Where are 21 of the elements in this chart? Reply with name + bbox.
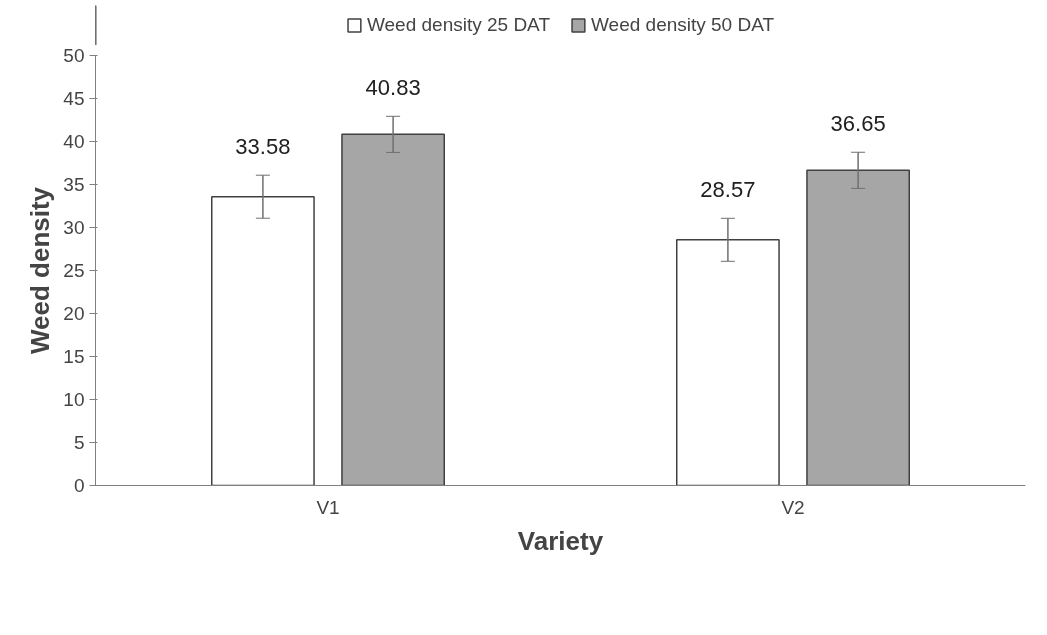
legend-label: Weed density 50 DAT bbox=[591, 14, 775, 36]
y-tick-label: 15 bbox=[63, 346, 85, 367]
x-tick-label: V1 bbox=[316, 496, 340, 518]
legend-label: Weed density 25 DAT bbox=[366, 14, 550, 36]
y-tick-label: 45 bbox=[63, 88, 85, 109]
y-tick-label: 5 bbox=[73, 432, 85, 453]
y-tick-label: 20 bbox=[63, 303, 85, 324]
data-label: 33.58 bbox=[235, 133, 291, 159]
x-axis-title: Variety bbox=[517, 525, 604, 556]
data-label: 36.65 bbox=[830, 110, 886, 136]
y-tick-label: 25 bbox=[63, 260, 85, 281]
y-axis-title: Weed density bbox=[25, 186, 56, 355]
y-tick-label: 35 bbox=[63, 174, 85, 195]
data-label: 28.57 bbox=[700, 176, 756, 202]
y-tick-label: 30 bbox=[63, 217, 85, 238]
y-tick-label: 10 bbox=[63, 389, 85, 410]
x-tick-label: V2 bbox=[781, 496, 805, 518]
y-tick-label: 0 bbox=[73, 475, 85, 496]
data-label: 40.83 bbox=[365, 74, 421, 100]
y-tick-label: 50 bbox=[63, 45, 85, 66]
y-tick-label: 40 bbox=[63, 131, 85, 152]
